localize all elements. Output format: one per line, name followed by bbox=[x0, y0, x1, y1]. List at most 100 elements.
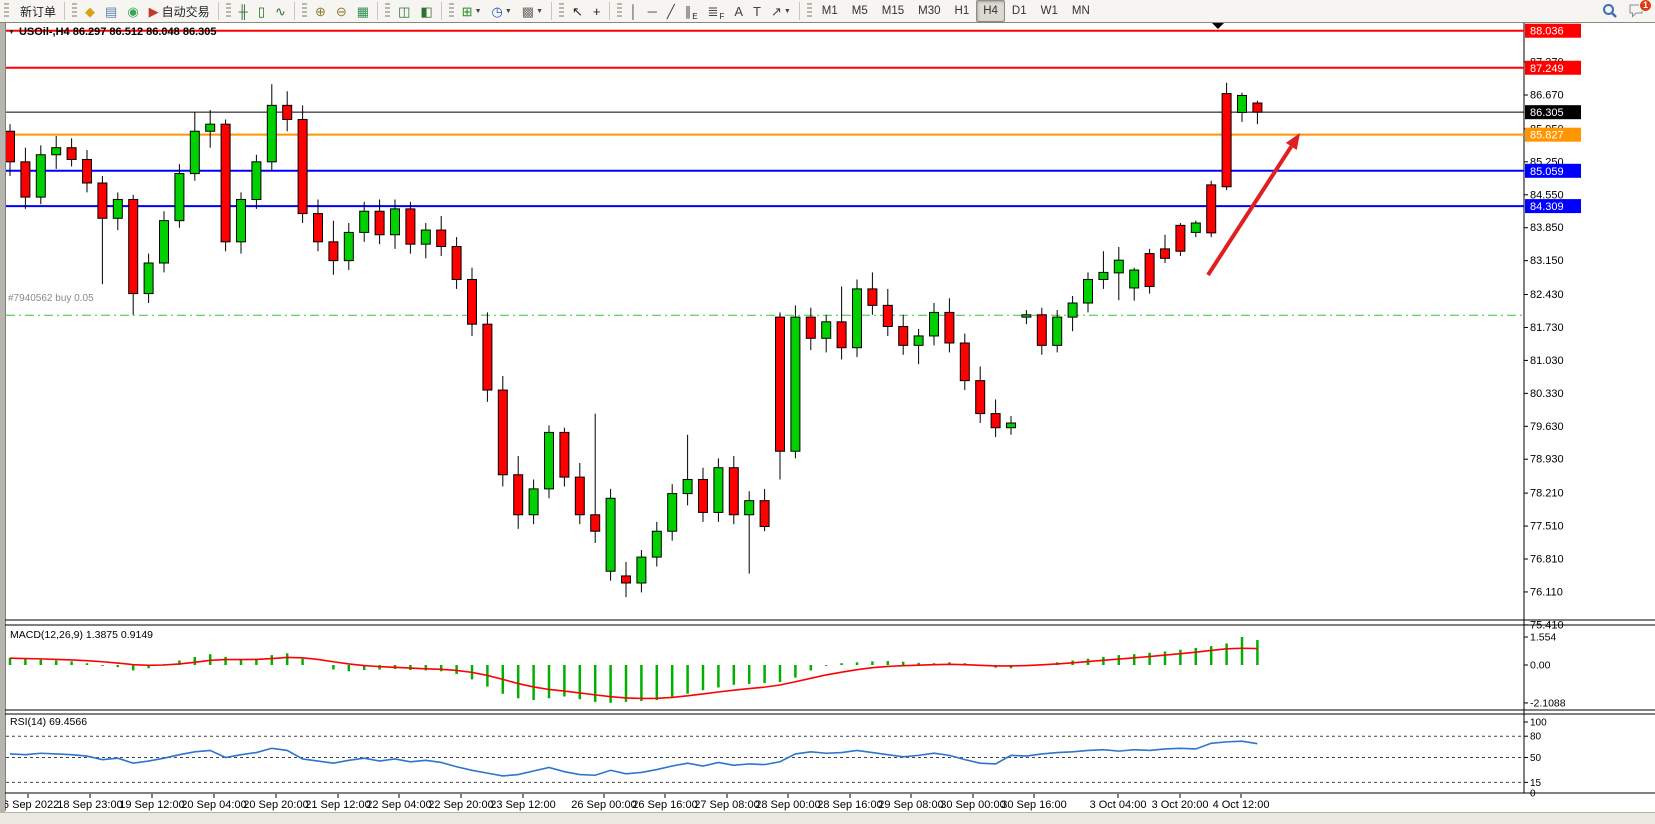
candle-body bbox=[282, 104, 293, 120]
candle-body bbox=[1052, 316, 1063, 346]
tile-windows-button[interactable]: ▦ bbox=[352, 0, 374, 22]
macd-tick-label: -2.1088 bbox=[1530, 697, 1566, 709]
price-badge-label: 85.059 bbox=[1530, 166, 1564, 178]
notifications-button[interactable]: 1 bbox=[1623, 0, 1652, 22]
price-badge bbox=[1525, 127, 1581, 142]
cursor-button[interactable]: ↖ bbox=[567, 0, 588, 22]
autotrading-button[interactable]: ▶ 自动交易 bbox=[144, 0, 215, 22]
candle-body bbox=[6, 130, 15, 163]
strategy-tester-icon: ◧ bbox=[420, 3, 433, 19]
crosshair-button[interactable]: + bbox=[588, 0, 606, 22]
arrows-icon: ↗ bbox=[770, 3, 782, 19]
candle-body bbox=[544, 431, 554, 490]
chart-menu-icon[interactable]: ▼ bbox=[8, 28, 15, 36]
candle-body bbox=[867, 288, 878, 306]
chart-background[interactable] bbox=[5, 22, 1655, 811]
candle-body bbox=[497, 389, 508, 476]
price-badge bbox=[1525, 105, 1581, 120]
dropdown-caret-icon: ▼ bbox=[474, 7, 482, 15]
time-tick-label: 21 Sep 12:00 bbox=[305, 799, 370, 811]
dropdown-caret-icon: ▼ bbox=[504, 7, 512, 15]
price-badge-label: 88.036 bbox=[1530, 26, 1564, 38]
signals-icon[interactable]: ◉ bbox=[122, 0, 143, 22]
text-label-button[interactable]: T bbox=[748, 0, 766, 22]
signals-icon: ◉ bbox=[127, 3, 139, 19]
new-order-button[interactable]: 新订单 bbox=[12, 0, 61, 22]
candle-body bbox=[266, 104, 277, 163]
timeframe-button-h4[interactable]: H4 bbox=[976, 0, 1005, 22]
period-button[interactable]: ◷ ▼ bbox=[487, 0, 517, 22]
timeframe-button-d1[interactable]: D1 bbox=[1011, 5, 1027, 17]
time-tick-label: 18 Sep 23:00 bbox=[57, 799, 122, 811]
candle-body bbox=[605, 497, 616, 572]
strategy-tester-button[interactable]: ◧ bbox=[415, 0, 437, 22]
chart-shift-marker-icon[interactable] bbox=[1212, 23, 1224, 29]
candlestick-chart-button[interactable]: ▯ bbox=[253, 0, 270, 22]
candle-body bbox=[1190, 222, 1201, 233]
price-tick-label: 79.630 bbox=[1530, 421, 1564, 433]
main-toolbar: 新订单 ◆ ▤ ◉ ▶ 自动交易 ╫ ▯ ∿ ⊕ ⊖ ▦ ◫ ◧ ⊞ ▼ ◷ ▼ ▩ ▼ ↖ + │ ─ ╱ ∥ E ≣ F A T ↗ ▼ M1… bbox=[0, 0, 1655, 23]
price-tick-label: 78.210 bbox=[1530, 488, 1564, 500]
rsi-tick-label: 50 bbox=[1530, 753, 1542, 764]
candle-body bbox=[35, 154, 46, 198]
timeframe-button-w1[interactable]: W1 bbox=[1040, 5, 1058, 17]
timeframe-button-m30[interactable]: M30 bbox=[918, 5, 941, 17]
timeframe-button-m5[interactable]: M5 bbox=[851, 5, 868, 17]
timeframe-button-m1[interactable]: M1 bbox=[821, 5, 838, 17]
candle-body bbox=[959, 342, 970, 382]
data-window-button[interactable]: ◫ bbox=[393, 0, 415, 22]
timeframe-button-m15[interactable]: M15 bbox=[881, 5, 905, 17]
price-tick-label: 78.930 bbox=[1530, 454, 1564, 466]
vertical-line-button[interactable]: │ bbox=[625, 0, 643, 22]
candle-body bbox=[220, 123, 231, 243]
arrows-button[interactable]: ↗ ▼ bbox=[766, 0, 796, 22]
candle-body bbox=[975, 380, 986, 415]
trendline-button[interactable]: ╱ bbox=[662, 0, 680, 22]
time-tick-label: 3 Oct 20:00 bbox=[1152, 799, 1209, 811]
time-tick-label: 28 Sep 16:00 bbox=[817, 799, 882, 811]
candle-body bbox=[990, 413, 1001, 429]
price-tick-label: 82.430 bbox=[1530, 289, 1564, 301]
rsi-tick-label: 15 bbox=[1530, 778, 1542, 789]
equidistant-channel-icon: ∥ bbox=[684, 3, 692, 19]
horizontal-line-button[interactable]: ─ bbox=[643, 0, 662, 22]
timeframe-button-mn[interactable]: MN bbox=[1071, 5, 1090, 17]
candle-body bbox=[1206, 184, 1217, 234]
toolbar-grip bbox=[385, 3, 391, 19]
timeframe-button-h1[interactable]: H1 bbox=[954, 5, 970, 17]
search-button[interactable] bbox=[1597, 0, 1623, 22]
candle-body bbox=[66, 147, 77, 160]
template-button[interactable]: ▩ ▼ bbox=[517, 0, 548, 22]
text-button[interactable]: A bbox=[729, 0, 748, 22]
candle-body bbox=[728, 467, 739, 516]
zoom-in-button[interactable]: ⊕ bbox=[310, 0, 331, 22]
fibonacci-button[interactable]: ≣ F bbox=[707, 3, 725, 22]
zoom-out-button[interactable]: ⊖ bbox=[331, 0, 352, 22]
equidistant-channel-button[interactable]: ∥ E bbox=[684, 3, 698, 22]
candle-body bbox=[775, 316, 785, 452]
metaeditor-icon[interactable]: ▤ bbox=[100, 0, 122, 22]
time-tick-label: 20 Sep 04:00 bbox=[181, 799, 246, 811]
candle-body bbox=[1067, 302, 1078, 318]
bar-chart-button[interactable]: ╫ bbox=[234, 0, 253, 22]
open-position-label: #7940562 buy 0.05 bbox=[8, 293, 94, 304]
candle-body bbox=[467, 278, 477, 325]
candle-body bbox=[343, 231, 354, 262]
price-badge-label: 87.249 bbox=[1530, 63, 1564, 75]
order-icon[interactable]: ◆ bbox=[80, 0, 100, 22]
dropdown-caret-icon: ▼ bbox=[536, 7, 544, 15]
candle-body bbox=[374, 210, 385, 236]
price-badge-label: 84.309 bbox=[1530, 201, 1564, 213]
candle-body bbox=[513, 474, 524, 516]
candle-body bbox=[420, 229, 431, 245]
trendline-icon: ╱ bbox=[666, 3, 675, 19]
candle-body bbox=[328, 241, 339, 262]
trend-arrow-annotation[interactable] bbox=[1206, 145, 1293, 277]
price-tick-label: 81.730 bbox=[1530, 322, 1564, 334]
metaeditor-icon: ▤ bbox=[105, 3, 118, 19]
time-tick-label: 23 Sep 12:00 bbox=[490, 799, 555, 811]
line-chart-button[interactable]: ∿ bbox=[270, 0, 291, 22]
add-indicator-button[interactable]: ⊞ ▼ bbox=[457, 0, 487, 22]
candle-body bbox=[205, 123, 216, 132]
